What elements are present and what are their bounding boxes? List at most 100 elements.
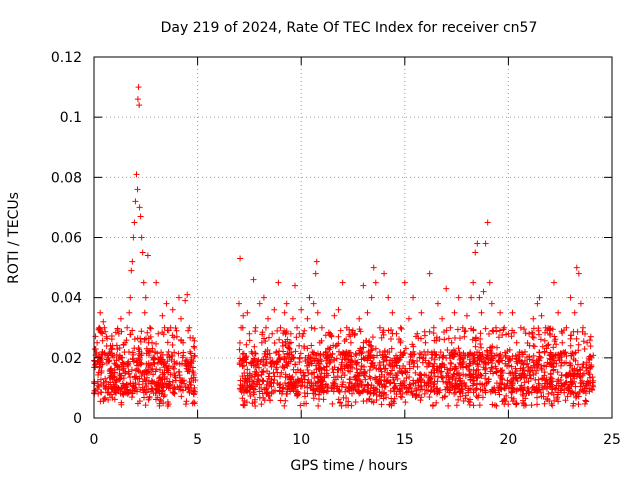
data-point (434, 300, 441, 307)
data-point (339, 381, 346, 388)
data-point (281, 309, 288, 316)
data-point (281, 327, 288, 334)
data-point (338, 374, 345, 381)
data-point (147, 333, 154, 340)
data-point (459, 324, 466, 331)
data-point (472, 387, 479, 394)
data-point (239, 384, 246, 391)
data-point (352, 398, 359, 405)
data-point (153, 340, 160, 347)
y-tick-label: 0 (73, 411, 82, 427)
data-point (103, 333, 110, 340)
data-point (449, 353, 456, 360)
data-point (455, 385, 462, 392)
data-point (129, 387, 136, 394)
data-point (457, 335, 464, 342)
data-point (143, 374, 150, 381)
data-point (192, 376, 199, 383)
data-point (477, 330, 484, 337)
data-point (330, 369, 337, 376)
data-point (451, 335, 458, 342)
data-point (407, 384, 414, 391)
data-point (340, 379, 347, 386)
data-point (252, 350, 259, 357)
data-point (260, 378, 267, 385)
data-point (541, 400, 548, 407)
data-point (497, 309, 504, 316)
data-point (260, 335, 267, 342)
data-point (579, 387, 586, 394)
data-point (301, 345, 308, 352)
data-point (138, 360, 145, 367)
data-point (292, 361, 299, 368)
data-point (298, 306, 305, 313)
data-point (236, 300, 243, 307)
data-point (252, 324, 259, 331)
data-point (142, 402, 149, 409)
data-point (95, 369, 102, 376)
data-point (269, 330, 276, 337)
data-point (557, 350, 564, 357)
data-point (486, 279, 493, 286)
data-point (167, 324, 174, 331)
data-point (273, 366, 280, 373)
data-point (348, 390, 355, 397)
data-point (270, 369, 277, 376)
data-point (108, 346, 115, 353)
data-point (572, 357, 579, 364)
data-point (402, 399, 409, 406)
data-point (358, 379, 365, 386)
data-point (498, 375, 505, 382)
data-point (536, 349, 543, 356)
data-point (243, 359, 250, 366)
data-point (586, 388, 593, 395)
data-point (557, 362, 564, 369)
data-point (251, 399, 258, 406)
data-point (304, 315, 311, 322)
data-point (587, 353, 594, 360)
data-point (586, 362, 593, 369)
data-point (353, 352, 360, 359)
data-point (317, 351, 324, 358)
data-point (139, 387, 146, 394)
data-point (504, 380, 511, 387)
data-point (271, 340, 278, 347)
data-point (135, 350, 142, 357)
data-point (191, 337, 198, 344)
data-point (159, 312, 166, 319)
y-tick-label: 0.04 (51, 291, 82, 307)
data-point (298, 375, 305, 382)
data-point (335, 306, 342, 313)
data-point (151, 355, 158, 362)
data-point (388, 367, 395, 374)
data-point (110, 374, 117, 381)
data-point (378, 401, 385, 408)
y-axis-title: ROTI / TECUs (6, 192, 22, 284)
data-point (258, 357, 265, 364)
data-point (113, 351, 120, 358)
data-point (575, 401, 582, 408)
data-point (342, 351, 349, 358)
data-point (282, 371, 289, 378)
data-point (237, 255, 244, 262)
data-point (529, 333, 536, 340)
data-point (141, 336, 148, 343)
data-point (422, 339, 429, 346)
data-point (564, 393, 571, 400)
data-point (168, 356, 175, 363)
data-point (574, 371, 581, 378)
data-point (240, 401, 247, 408)
data-point (175, 350, 182, 357)
data-point (532, 370, 539, 377)
data-point (421, 379, 428, 386)
data-point (115, 330, 122, 337)
data-point (444, 370, 451, 377)
data-point (106, 367, 113, 374)
data-point (189, 334, 196, 341)
data-point (164, 402, 171, 409)
x-tick-label: 10 (292, 432, 310, 448)
data-point (587, 333, 594, 340)
data-point (127, 331, 134, 338)
data-point (482, 375, 489, 382)
data-point (150, 354, 157, 361)
